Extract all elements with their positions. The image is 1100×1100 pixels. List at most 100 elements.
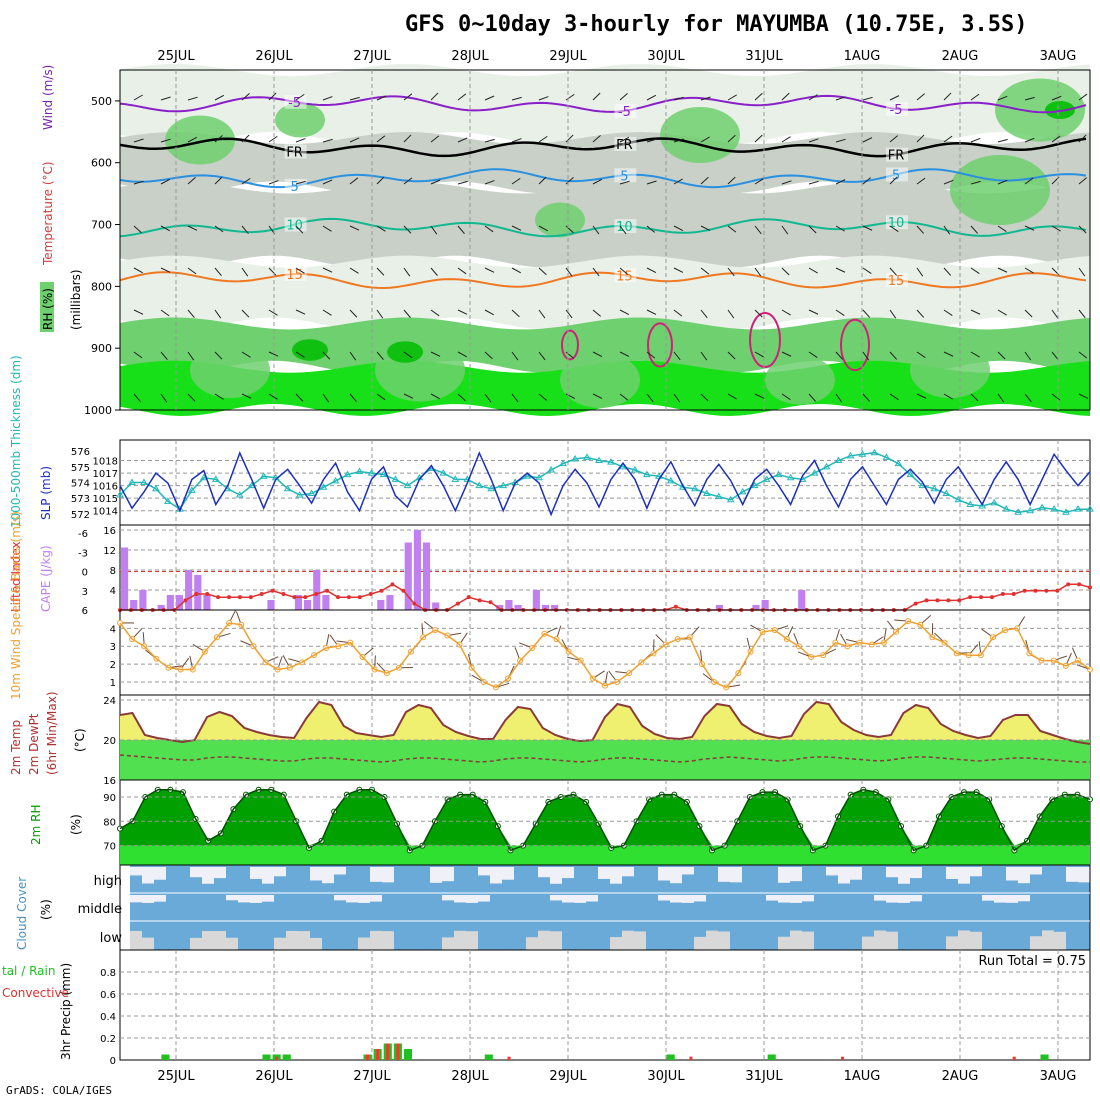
ylabel-cloud: Cloud Cover <box>15 877 29 950</box>
wind-barb <box>565 134 574 143</box>
wind-barb <box>133 138 144 143</box>
cloud-low <box>958 930 970 950</box>
cape-bar <box>267 600 275 610</box>
cloud-low <box>790 930 802 950</box>
wind-barb <box>1078 225 1087 234</box>
wind-barb <box>1024 137 1035 143</box>
ylabel-wind: Wind (m/s) <box>41 65 55 130</box>
wind-barb <box>403 393 414 399</box>
wind-barb <box>187 96 198 101</box>
rh-blob <box>165 115 235 165</box>
y-tick-label: 800 <box>91 280 112 293</box>
wind-barb <box>943 309 953 316</box>
rh2m-base <box>120 845 1090 865</box>
wind-barb <box>160 309 170 317</box>
cloud-gap-high <box>790 867 802 882</box>
wind-barb <box>403 177 413 185</box>
precip-conv-bar <box>689 1056 693 1060</box>
li-tick: 0 <box>82 568 88 579</box>
wind-barb <box>268 267 277 276</box>
wind-barb <box>916 134 925 143</box>
wind-barb <box>592 135 601 143</box>
wind-barb <box>187 177 196 185</box>
contour-label-bg <box>614 219 637 234</box>
rh2m-line <box>119 788 1091 852</box>
cape-bar <box>541 605 550 610</box>
cloud-gap-mid <box>550 895 562 901</box>
contour-label: 15 <box>286 268 303 283</box>
cape-bar <box>194 575 202 610</box>
wind-barb <box>889 267 898 276</box>
wind-barb <box>1051 351 1059 361</box>
cloud-gap-high <box>430 867 442 883</box>
wind-barb <box>862 309 871 318</box>
wind-barb <box>916 309 925 318</box>
cloud-gap-high <box>670 867 682 884</box>
cloud-low <box>886 931 898 950</box>
cloud-low <box>718 931 730 950</box>
wind-barb <box>133 351 143 359</box>
wind-barb <box>295 225 304 234</box>
wind-barb <box>241 93 250 101</box>
wind-barb <box>592 178 603 185</box>
date-label-top: 25JUL <box>157 49 195 64</box>
wind-barb <box>781 136 791 143</box>
wind-barb <box>268 92 277 101</box>
wind-barb <box>430 179 441 185</box>
wind-barb <box>754 178 764 185</box>
cloud-low <box>706 930 718 950</box>
wind-barb <box>997 179 1008 185</box>
wind-barb <box>862 225 873 231</box>
cloud-gap-high <box>130 867 142 876</box>
rh-band <box>120 132 1090 194</box>
cloud-low <box>382 931 394 950</box>
ylabel-thickness: 1000-500mb Thickness (dm) <box>9 355 23 528</box>
wind-barb <box>376 176 385 185</box>
cloud-gap-high <box>442 867 454 882</box>
cape-bar <box>798 590 806 610</box>
cloud-gap-high <box>538 867 550 878</box>
wind-barb <box>727 351 736 360</box>
wind-barb <box>997 95 1008 101</box>
cape-bar <box>294 595 303 610</box>
cape-bar <box>166 595 174 610</box>
wind-barb <box>997 267 1008 273</box>
ylabel-precip-total: tal / Rain <box>2 964 55 978</box>
cloud-gap-high <box>838 867 850 884</box>
wind-barb <box>646 94 657 101</box>
contour-label-bg <box>886 272 908 287</box>
rh2m-fill <box>120 789 1090 846</box>
wind-barb <box>538 351 546 361</box>
cloud-low <box>298 931 310 950</box>
precip-total-bar <box>403 1049 413 1060</box>
cape-bar <box>130 600 138 610</box>
precip-frame <box>119 949 1091 1061</box>
cloud-gap-mid <box>766 895 778 901</box>
wind-barb <box>970 309 981 315</box>
wind-barb <box>430 135 440 143</box>
y-tick-label: 500 <box>91 95 112 108</box>
wind-barb <box>835 138 846 143</box>
cloud-low <box>442 937 454 950</box>
wind-barb <box>889 393 899 400</box>
wind-barb <box>646 225 655 233</box>
wind-barb <box>187 351 195 361</box>
wind-barb <box>349 351 357 361</box>
wind-barb <box>241 225 249 234</box>
wind-tick: 4 <box>110 624 116 635</box>
wind-barb <box>808 94 818 101</box>
y-tick-label: 700 <box>91 219 112 232</box>
cloud-low <box>1054 931 1066 950</box>
wind-barb <box>673 138 684 143</box>
wind-barb <box>1078 93 1088 101</box>
wind-barb <box>619 225 627 235</box>
date-label-top: 30JUL <box>647 49 685 64</box>
cloud-gap-high <box>970 867 982 877</box>
wind-barb <box>889 309 897 319</box>
wind-barb <box>781 309 791 316</box>
rh-core <box>387 341 423 363</box>
wind-barb <box>970 393 979 402</box>
wind-tick: 3 <box>110 642 116 653</box>
wind-barb <box>133 180 144 185</box>
cape-bar <box>505 600 513 610</box>
